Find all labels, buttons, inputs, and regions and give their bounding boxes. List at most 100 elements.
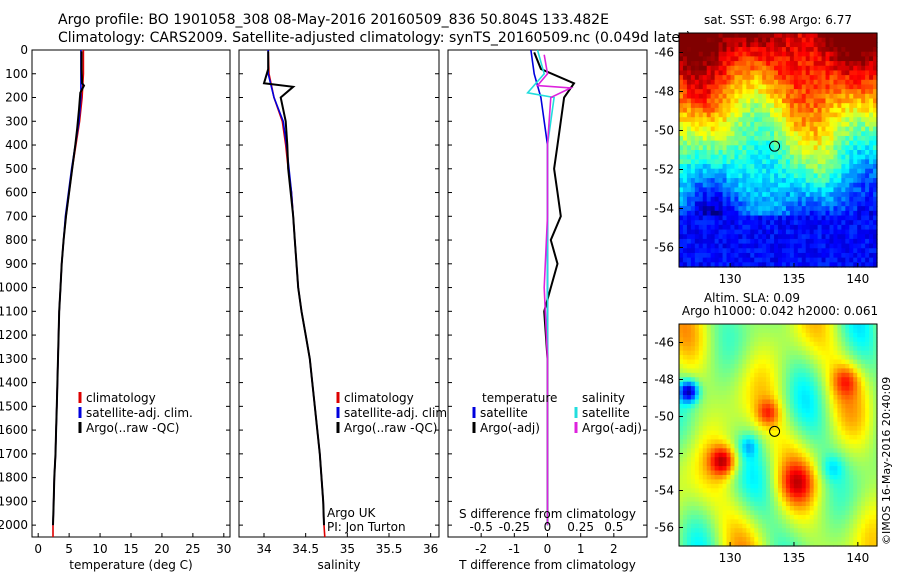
heatmap-cell <box>738 238 743 245</box>
heatmap-cell <box>718 121 724 128</box>
heatmap-cell <box>825 257 831 263</box>
heatmap-cell <box>750 514 755 520</box>
heatmap-cell <box>873 399 878 405</box>
heatmap-cell <box>845 430 850 436</box>
heatmap-cell <box>698 417 704 423</box>
heatmap-cell <box>845 70 850 76</box>
heatmap-cell <box>702 337 708 343</box>
heatmap-cell <box>734 98 739 104</box>
heatmap-cell <box>774 70 779 76</box>
heatmap-cell <box>770 173 775 179</box>
heatmap-cell <box>801 75 807 81</box>
heatmap-cell <box>857 377 862 383</box>
heatmap-cell <box>754 510 759 516</box>
heatmap-cell <box>686 408 692 414</box>
heatmap-cell <box>813 75 819 81</box>
heatmap-cell <box>865 252 870 259</box>
heatmap-cell <box>706 492 712 498</box>
heatmap-cell <box>865 117 870 123</box>
heatmap-cell <box>706 65 712 72</box>
heatmap-cell <box>754 430 759 436</box>
heatmap-cell <box>730 248 736 254</box>
heatmap-cell <box>766 61 771 67</box>
heatmap-cell <box>774 131 779 137</box>
heatmap-cell <box>758 492 763 498</box>
heatmap-cell <box>694 386 700 392</box>
heatmap-cell <box>682 377 688 383</box>
heatmap-cell <box>694 497 700 503</box>
heatmap-cell <box>797 173 803 179</box>
heatmap-cell <box>841 210 846 217</box>
heatmap-cell <box>774 135 779 142</box>
heatmap-cell <box>801 430 807 436</box>
heatmap-cell <box>793 135 799 142</box>
heatmap-cell <box>837 408 842 414</box>
heatmap-cell <box>698 79 704 86</box>
heatmap-cell <box>873 196 878 203</box>
heatmap-cell <box>702 461 708 467</box>
heatmap-cell <box>710 42 716 48</box>
heatmap-cell <box>833 341 838 347</box>
heatmap-cell <box>730 368 736 374</box>
heatmap-cell <box>698 145 704 151</box>
heatmap-cell <box>722 168 728 174</box>
heatmap-cell <box>865 187 870 193</box>
heatmap-cell <box>734 350 739 356</box>
heatmap-cell <box>679 79 684 86</box>
heatmap-cell <box>785 135 791 142</box>
heatmap-cell <box>793 390 799 396</box>
heatmap-cell <box>714 426 720 432</box>
heatmap-cell <box>694 381 700 387</box>
heatmap-cell <box>698 135 704 142</box>
heatmap-cell <box>793 196 799 203</box>
heatmap-cell <box>853 479 858 485</box>
heatmap-cell <box>722 182 728 189</box>
heatmap-cell <box>702 182 708 189</box>
heatmap-cell <box>873 187 878 193</box>
heatmap-cell <box>758 497 763 503</box>
heatmap-cell <box>690 201 696 207</box>
heatmap-cell <box>809 506 815 512</box>
heatmap-cell <box>837 206 842 212</box>
heatmap-cell <box>750 328 755 334</box>
legend-label: Argo(..raw -QC) <box>86 421 179 435</box>
heatmap-cell <box>793 262 799 268</box>
heatmap-cell <box>785 346 791 352</box>
heatmap-cell <box>694 135 700 142</box>
heatmap-cell <box>797 75 803 81</box>
heatmap-cell <box>706 107 712 114</box>
heatmap-cell <box>762 403 767 409</box>
y-tick-label: 1200 <box>0 328 28 342</box>
heatmap-cell <box>853 457 858 463</box>
heatmap-cell <box>746 341 751 347</box>
heatmap-cell <box>690 150 696 156</box>
heatmap-cell <box>793 98 799 104</box>
heatmap-cell <box>774 381 779 387</box>
heatmap-cell <box>750 355 755 361</box>
heatmap-cell <box>809 497 815 503</box>
heatmap-cell <box>774 164 779 170</box>
heatmap-cell <box>758 332 763 338</box>
heatmap-cell <box>837 452 842 458</box>
heatmap-cell <box>853 377 858 383</box>
heatmap-cell <box>710 355 716 361</box>
heatmap-cell <box>805 368 811 374</box>
heatmap-cell <box>869 510 874 516</box>
heatmap-cell <box>730 178 736 184</box>
heatmap-cell <box>730 466 736 472</box>
heatmap-cell <box>837 224 842 231</box>
heatmap-cell <box>809 350 815 356</box>
heatmap-cell <box>825 121 831 128</box>
legend-label: Argo(..raw -QC) <box>344 421 437 435</box>
heatmap-cell <box>861 466 866 472</box>
heatmap-cell <box>726 75 732 81</box>
heatmap-cell <box>746 461 751 467</box>
heatmap-cell <box>853 215 858 221</box>
heatmap-cell <box>837 229 842 235</box>
heatmap-cell <box>742 483 747 489</box>
heatmap-cell <box>833 192 838 198</box>
heatmap-cell <box>690 238 696 245</box>
series-line <box>52 51 86 526</box>
heatmap-cell <box>829 210 835 217</box>
heatmap-cell <box>849 350 854 356</box>
